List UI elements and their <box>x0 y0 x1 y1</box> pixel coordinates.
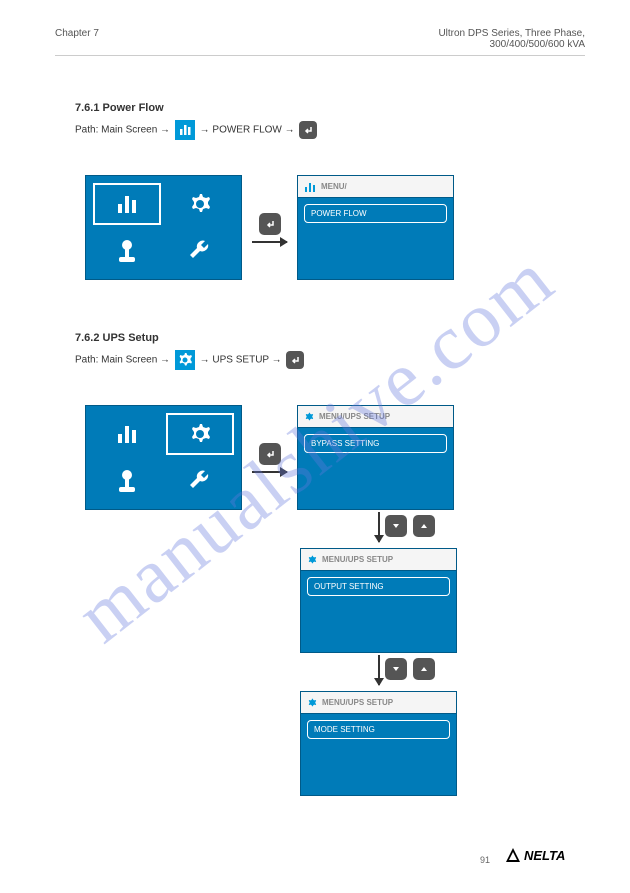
gear-icon <box>303 411 315 423</box>
menu-cell-wrench <box>166 230 234 272</box>
bars-icon <box>113 190 141 218</box>
path-text2: → UPS SETUP → <box>200 355 285 366</box>
list-panel-2a: MENU/UPS SETUP BYPASS SETTING <box>297 405 454 510</box>
enter-key-icon <box>299 121 317 139</box>
diagram2-row: MENU/UPS SETUP BYPASS SETTING <box>85 405 454 510</box>
arrow-down-1 <box>378 512 380 542</box>
list-panel-2c-wrap: MENU/UPS SETUP MODE SETTING <box>300 691 457 796</box>
menu-cell-bars <box>93 183 161 225</box>
path-label: Path: <box>75 355 101 366</box>
menu-cell-gear <box>166 413 234 455</box>
gear-icon <box>175 350 195 370</box>
path-text1: Main Screen → <box>101 125 173 136</box>
bars-icon <box>175 120 195 140</box>
menu-panel-1 <box>85 175 242 280</box>
up-key-icon <box>413 658 435 680</box>
joystick-icon <box>113 467 141 495</box>
enter-key-icon <box>259 443 281 465</box>
bars-icon <box>303 180 317 194</box>
list-header-1: MENU/ <box>298 176 453 198</box>
header-title-line1: Ultron DPS Series, Three Phase, <box>438 28 585 39</box>
section1-heading: 7.6.1 Power Flow <box>75 102 580 114</box>
nav-keys-2 <box>385 658 435 680</box>
list2c-item: MODE SETTING <box>307 720 450 739</box>
page-number: 91 <box>480 855 490 865</box>
arrow-right-icon <box>252 471 287 473</box>
header-chapter: Chapter 7 <box>55 28 99 39</box>
section2-heading: 7.6.2 UPS Setup <box>75 332 580 344</box>
section1-desc: Path: Main Screen → → POWER FLOW → <box>75 120 580 140</box>
arrow-down-icon <box>378 655 380 685</box>
gear-icon <box>306 554 318 566</box>
menu-cell-gear <box>166 183 234 225</box>
list2a-item: BYPASS SETTING <box>304 434 447 453</box>
header-title-line2: 300/400/500/600 kVA <box>438 39 585 50</box>
list-header-2b: MENU/UPS SETUP <box>301 549 456 571</box>
path-label: Path: <box>75 125 101 136</box>
gear-icon <box>186 190 214 218</box>
menu-cell-joystick <box>93 230 161 272</box>
list-panel-2b: MENU/UPS SETUP OUTPUT SETTING <box>300 548 457 653</box>
section-ups-setup: 7.6.2 UPS Setup Path: Main Screen → → UP… <box>75 332 580 370</box>
diagram1-row: MENU/ POWER FLOW <box>85 175 454 280</box>
nav-keys-1 <box>385 515 435 537</box>
list-panel-2b-wrap: MENU/UPS SETUP OUTPUT SETTING <box>300 548 457 653</box>
list1-title: MENU/ <box>321 182 347 191</box>
enter-key-icon <box>286 351 304 369</box>
arrow-down-2 <box>378 655 380 685</box>
wrench-icon <box>186 237 214 265</box>
list-panel-2c: MENU/UPS SETUP MODE SETTING <box>300 691 457 796</box>
path-text2: → POWER FLOW → <box>200 125 298 136</box>
page-header: Chapter 7 Ultron DPS Series, Three Phase… <box>55 18 585 56</box>
list2a-title: MENU/UPS SETUP <box>319 412 390 421</box>
section-power-flow: 7.6.1 Power Flow Path: Main Screen → → P… <box>75 102 580 140</box>
list-panel-1: MENU/ POWER FLOW <box>297 175 454 280</box>
menu-cell-bars <box>93 413 161 455</box>
joystick-icon <box>113 237 141 265</box>
up-key-icon <box>413 515 435 537</box>
menu-cell-joystick <box>93 460 161 502</box>
down-key-icon <box>385 515 407 537</box>
wrench-icon <box>186 467 214 495</box>
menu-cell-wrench <box>166 460 234 502</box>
gear-icon <box>306 697 318 709</box>
list2c-title: MENU/UPS SETUP <box>322 698 393 707</box>
arrow-group-1 <box>252 213 287 243</box>
list2b-title: MENU/UPS SETUP <box>322 555 393 564</box>
svg-text:NELTA: NELTA <box>524 848 565 863</box>
list2b-item: OUTPUT SETTING <box>307 577 450 596</box>
header-title: Ultron DPS Series, Three Phase, 300/400/… <box>438 28 585 50</box>
arrow-group-2 <box>252 443 287 473</box>
arrow-right-icon <box>252 241 287 243</box>
section2-desc: Path: Main Screen → → UPS SETUP → <box>75 350 580 370</box>
menu-panel-2 <box>85 405 242 510</box>
down-key-icon <box>385 658 407 680</box>
delta-logo: NELTA <box>504 846 582 869</box>
bars-icon <box>113 420 141 448</box>
gear-icon <box>186 420 214 448</box>
enter-key-icon <box>259 213 281 235</box>
list-header-2a: MENU/UPS SETUP <box>298 406 453 428</box>
arrow-down-icon <box>378 512 380 542</box>
list1-item: POWER FLOW <box>304 204 447 223</box>
path-text1: Main Screen → <box>101 355 173 366</box>
list-header-2c: MENU/UPS SETUP <box>301 692 456 714</box>
